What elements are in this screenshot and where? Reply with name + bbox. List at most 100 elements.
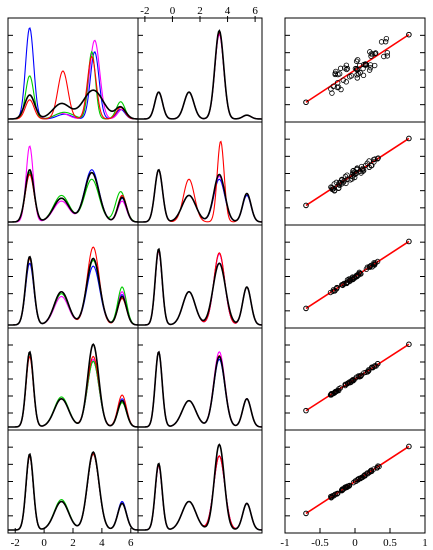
right-panel-point [327,392,334,398]
left-panel-series-line [8,451,139,531]
right-panel-point [362,61,369,67]
left-x-axis-tick-label: 4 [99,537,105,549]
right-panel-point [367,468,373,474]
right-panel-point [360,72,367,79]
right-panel-point [303,202,309,209]
right-panel-point [344,277,351,283]
right-panel-point [406,238,412,245]
right-panel-point [344,176,351,182]
right-x-axis-tick-label: 0 [352,537,358,549]
middle-x-axis-tick-label: 4 [225,5,231,17]
left-panel-series-line [8,255,139,326]
right-panel-point [329,186,335,192]
right-panel-point [374,156,381,162]
left-panel-series-line [8,27,139,120]
right-panel-point [355,477,361,483]
left-panel-series-line [8,55,139,120]
right-panel-point [358,163,365,170]
middle-panel-series-line [138,455,263,531]
right-panel-point [337,65,344,72]
right-panel-point [335,490,341,496]
right-x-axis-tick-label: -0.5 [311,537,329,549]
right-panel-point [382,38,389,45]
middle-x-axis-tick-label: 6 [252,5,258,17]
middle-panel-frame-3 [137,224,263,329]
right-panel-point [350,276,356,283]
middle-panel-series-line [138,350,263,428]
middle-panel-series-line [138,443,263,531]
right-panel-point [353,58,360,64]
right-panel-point [344,380,351,387]
left-panel-frame-4 [7,327,139,431]
right-panel-point [360,168,366,175]
right-panel-point [357,168,363,174]
right-panel-point [354,67,361,73]
right-panel-point [356,475,362,482]
right-panel-point [367,65,374,71]
right-panel-point [343,79,349,85]
right-panel-point [360,167,367,174]
right-panel-point [344,172,350,178]
right-panel-point [360,65,366,72]
right-panel-point [343,484,350,490]
left-panel-frame-3 [7,224,139,329]
right-panel-point [354,75,360,81]
right-panel-point [354,57,361,63]
right-panel-point [367,49,373,55]
left-x-axis-tick-label: 2 [70,537,76,549]
middle-x-axis-tick-label: 2 [197,5,203,17]
middle-x-axis-tick-label: -2 [140,5,149,17]
left-panel-series-line [8,343,139,428]
right-panel-point [335,84,342,90]
right-panel-point [303,407,309,414]
right-panel-point [372,62,378,69]
right-panel-point [384,53,391,59]
right-panel-point [327,289,334,296]
left-x-axis-tick-label: -2 [11,537,20,549]
right-panel-point [406,341,412,348]
right-panel-point [361,473,367,479]
right-panel-point [331,493,337,499]
right-panel-point [383,35,390,42]
right-panel-point [368,162,374,169]
right-panel-point [303,99,309,106]
left-panel-series-line [8,168,139,223]
middle-panel-frame-4 [137,327,263,431]
right-panel-point [366,67,373,73]
right-panel-point [384,50,391,56]
right-panel-point [372,51,378,57]
right-panel-point [355,373,362,380]
right-panel-point [343,62,350,68]
right-panel-point [367,263,374,269]
right-panel-point [370,364,376,371]
right-panel-point [303,510,309,517]
right-panel-point [365,368,371,375]
middle-panel-series-line [138,31,263,120]
left-panel-series-line [8,89,139,120]
right-panel-point [350,479,357,486]
right-panel-point [351,275,358,281]
left-panel-series-line [8,246,139,326]
middle-panel-series-line [138,455,263,531]
left-panel-frame-5 [7,429,139,534]
right-panel-point [371,159,377,165]
right-panel-point [406,135,412,142]
right-panel-point [352,169,358,175]
middle-panel-series-line [138,168,263,223]
right-panel-point [371,363,377,370]
right-panel-point [350,167,357,174]
right-panel-point [371,156,377,163]
right-panel-point [358,271,364,277]
right-panel-point [353,66,360,72]
right-panel-point [340,77,347,83]
right-panel-point [364,160,370,166]
right-panel-point [330,288,336,295]
right-panel-point [337,180,344,186]
right-panel-point [329,90,335,96]
left-x-axis-tick-label: 6 [128,537,134,549]
right-panel-point [332,491,338,498]
right-panel-point [303,305,309,312]
right-panel-point [333,179,340,186]
right-panel-point [378,39,385,45]
